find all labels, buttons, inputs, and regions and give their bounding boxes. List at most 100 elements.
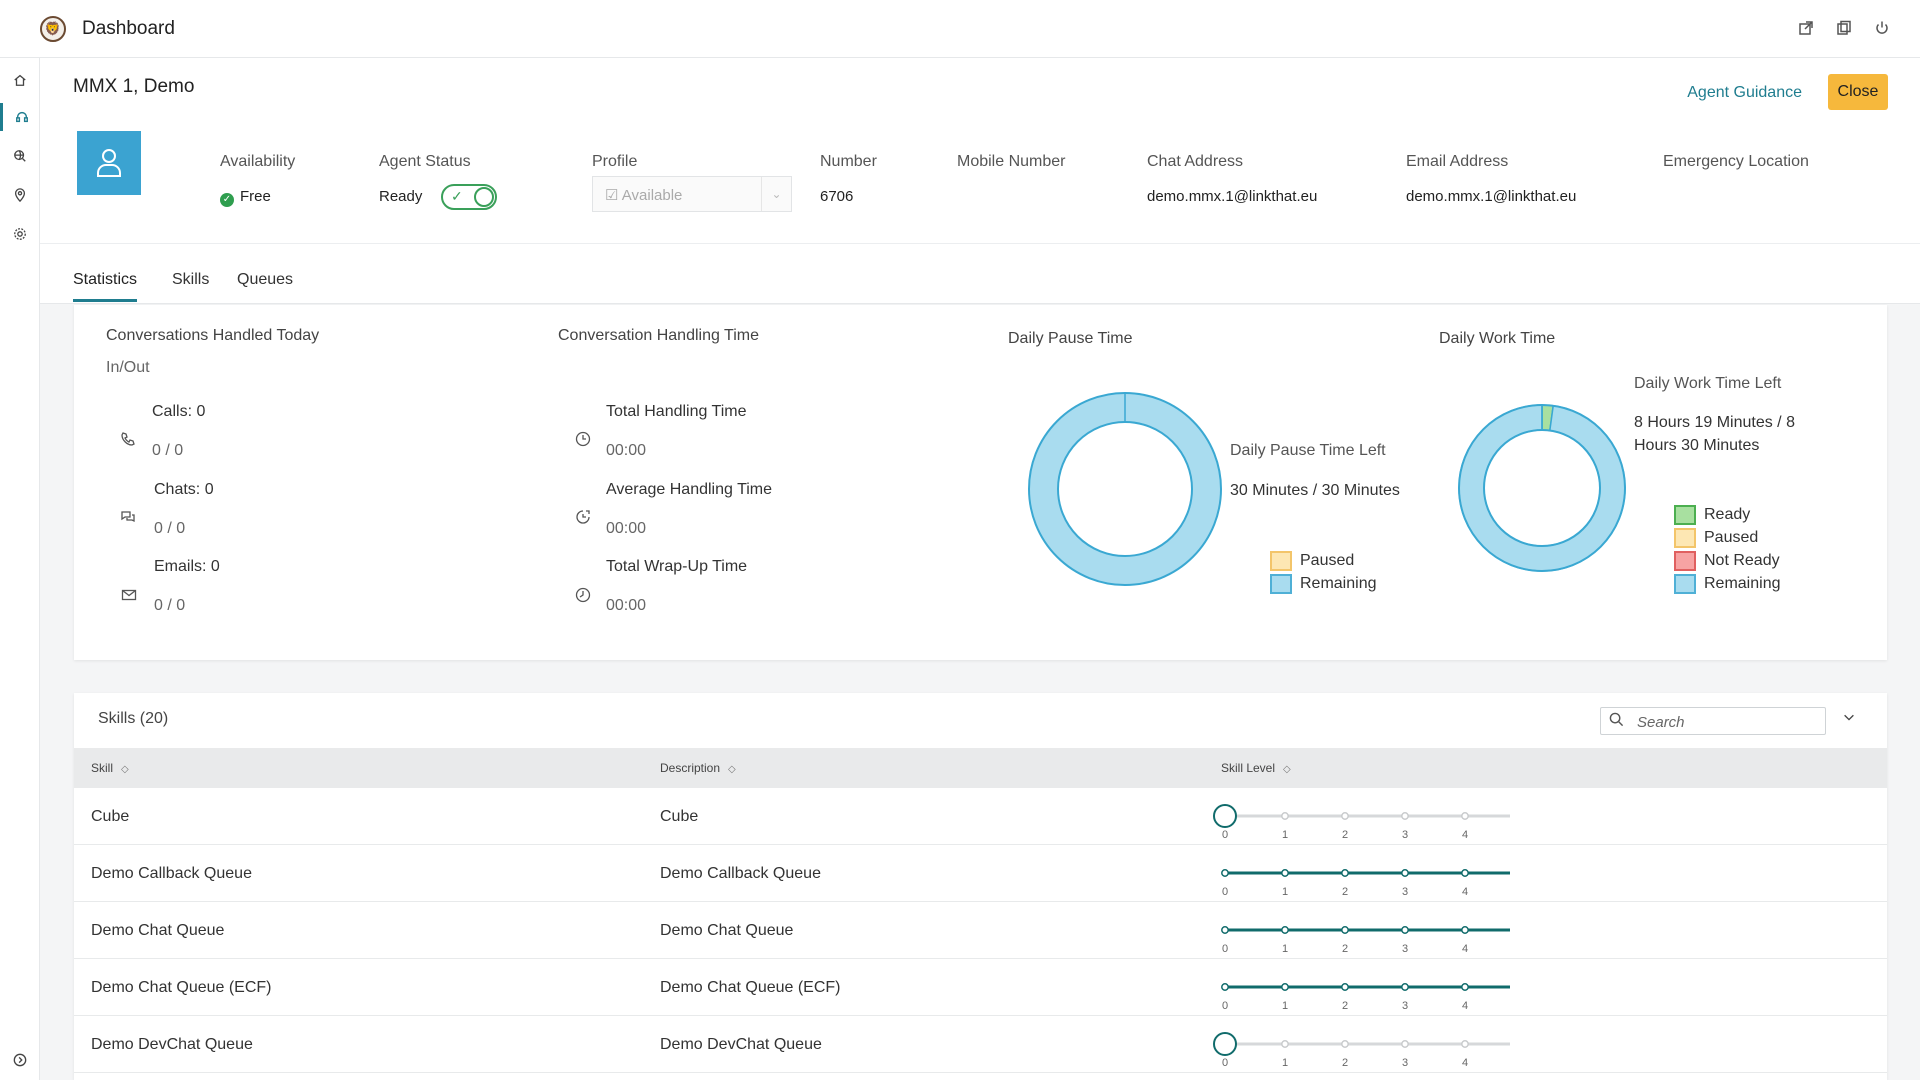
chevron-down-icon[interactable] — [1842, 710, 1856, 727]
chat-bubbles-icon — [119, 508, 137, 526]
emails-label: Emails: 0 — [154, 558, 220, 576]
headset-icon[interactable] — [0, 103, 40, 131]
slider-tick — [1221, 869, 1229, 877]
phone-icon — [119, 430, 137, 448]
agent-header: MMX 1, Demo Agent Guidance Close Availab… — [40, 58, 1920, 244]
number-value: 6706 — [820, 188, 854, 205]
external-link-icon[interactable] — [1796, 18, 1816, 38]
slider-tick — [1461, 1040, 1469, 1048]
table-row[interactable]: CubeCube012345 — [74, 788, 1887, 845]
skill-level-slider[interactable]: 012345 — [1210, 1016, 1510, 1073]
agent-status-toggle[interactable]: ✓ — [441, 184, 497, 210]
sort-icon: ◇ — [121, 764, 129, 775]
agent-guidance-link[interactable]: Agent Guidance — [1687, 84, 1802, 101]
slider-tick — [1401, 1040, 1409, 1048]
slider-tick — [1281, 1040, 1289, 1048]
tab-statistics[interactable]: Statistics — [73, 271, 138, 302]
slider-handle[interactable] — [1213, 1032, 1237, 1056]
slider-tick-label: 4 — [1462, 943, 1468, 955]
slider-tick-label: 4 — [1462, 886, 1468, 898]
slider-tick-label: 3 — [1402, 829, 1408, 841]
skills-title: Skills (20) — [98, 710, 169, 727]
slider-tick-label: 2 — [1342, 886, 1348, 898]
sort-icon: ◇ — [1283, 764, 1291, 775]
tab-bar: Statistics Skills Queues — [40, 244, 1920, 304]
legend-swatch — [1674, 551, 1696, 571]
column-skill-level[interactable]: Skill Level ◇ — [1221, 761, 1291, 775]
column-description-label: Description — [660, 761, 721, 775]
toggle-knob — [474, 187, 494, 207]
clock-icon — [574, 430, 592, 448]
table-row[interactable]: Demo DevChat Queue Demo DevChat Queue 0 1 2 3… — [74, 1016, 1887, 1073]
profile-select-value: ☑ Available — [605, 186, 682, 204]
profile-select[interactable]: ☑ Available ⌄ — [592, 176, 792, 212]
pause-donut-chart — [1028, 392, 1222, 586]
average-handling-value: 00:00 — [606, 520, 647, 537]
skills-search[interactable] — [1600, 707, 1826, 735]
work-chart-title: Daily Work Time — [1439, 330, 1556, 347]
search-input[interactable] — [1637, 712, 1817, 732]
emails-label-text: Emails: — [154, 558, 207, 575]
skill-level-slider[interactable]: 012345 — [1210, 788, 1510, 845]
mobile-number-label: Mobile Number — [957, 153, 1066, 170]
slider-tick-label: 0 — [1222, 1057, 1228, 1069]
slider-tick-label: 1 — [1282, 1000, 1288, 1012]
legend-swatch — [1270, 574, 1292, 594]
tab-skills[interactable]: Skills — [172, 271, 210, 288]
slider-tick-label: 1 — [1282, 829, 1288, 841]
tab-queues[interactable]: Queues — [237, 271, 294, 288]
home-icon[interactable] — [0, 66, 40, 94]
skill-name: Demo DevChat Queue — [91, 1036, 253, 1053]
slider-tick — [1401, 983, 1409, 991]
slider-tick — [1461, 926, 1469, 934]
skill-level-slider[interactable]: 012345 — [1210, 959, 1510, 1016]
legend-label: Remaining — [1704, 575, 1781, 592]
expand-sidebar-icon[interactable] — [0, 1046, 40, 1074]
legend-label: Not Ready — [1704, 552, 1780, 569]
column-skill[interactable]: Skill ◇ — [91, 761, 129, 775]
chevron-down-icon: ⌄ — [761, 177, 791, 211]
slider-handle[interactable] — [1213, 804, 1237, 828]
skills-table-header: Skill ◇ Description ◇ Skill Level ◇ — [74, 748, 1887, 788]
skill-description: Demo Chat Queue (ECF) — [660, 979, 841, 996]
app-logo: 🦁 — [40, 16, 66, 42]
column-description[interactable]: Description ◇ — [660, 761, 736, 775]
slider-tick — [1221, 926, 1229, 934]
skill-name: Demo Callback Queue — [91, 865, 252, 882]
skill-description: Cube — [660, 808, 699, 825]
slider-tick-label: 0 — [1222, 886, 1228, 898]
pause-chart-title: Daily Pause Time — [1008, 330, 1133, 347]
agent-name: MMX 1, Demo — [73, 76, 195, 97]
wrapup-clock-icon — [574, 586, 592, 604]
skill-level-slider[interactable]: 012345 — [1210, 845, 1510, 902]
copy-icon[interactable] — [1834, 18, 1854, 38]
profile-value-text: Available — [621, 187, 683, 204]
top-icons — [1796, 18, 1892, 38]
skill-level-slider[interactable]: 012345 — [1210, 902, 1510, 959]
location-pin-icon[interactable] — [0, 181, 40, 209]
email-address-value: demo.mmx.1@linkthat.eu — [1406, 188, 1577, 205]
total-handling-value: 00:00 — [606, 442, 647, 459]
legend-ready: Ready — [1674, 505, 1750, 525]
check-circle-icon: ✓ — [220, 193, 234, 207]
availability-label: Availability — [220, 153, 296, 170]
work-donut-chart — [1458, 404, 1626, 572]
legend-paused: Paused — [1270, 551, 1354, 571]
slider-tick — [1341, 869, 1349, 877]
gear-icon[interactable] — [0, 220, 40, 248]
pause-left-label: Daily Pause Time Left — [1230, 442, 1386, 459]
table-row[interactable]: Demo Callback Queue Demo Callback Queue 0 1… — [74, 845, 1887, 902]
emergency-location-label: Emergency Location — [1663, 153, 1809, 170]
slider-tick — [1221, 983, 1229, 991]
power-icon[interactable] — [1872, 18, 1892, 38]
globe-search-icon[interactable] — [0, 142, 40, 170]
slider-tick-label: 1 — [1282, 886, 1288, 898]
legend-swatch — [1674, 505, 1696, 525]
chats-count: 0 — [204, 481, 214, 498]
slider-tick-label: 4 — [1462, 1000, 1468, 1012]
legend-label: Paused — [1300, 552, 1355, 569]
table-row[interactable]: Demo Chat Queue (ECF) Demo Chat Queue (EC… — [74, 959, 1887, 1016]
close-button[interactable]: Close — [1828, 74, 1888, 110]
skill-description: Demo DevChat Queue — [660, 1036, 822, 1053]
